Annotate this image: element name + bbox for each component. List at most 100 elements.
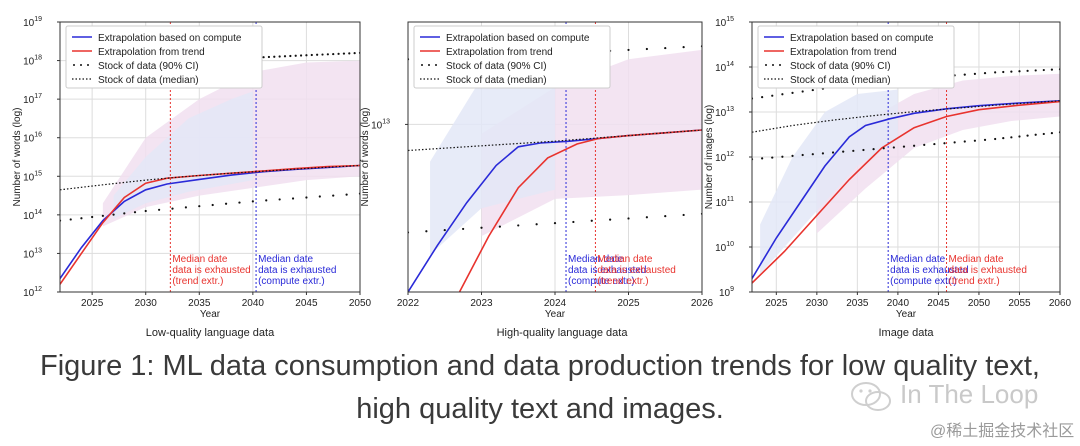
x-tick-label: 2055 <box>1008 298 1031 309</box>
y-tick-label: 1014 <box>23 209 42 222</box>
x-tick-label: 2045 <box>295 298 318 309</box>
ci-dot <box>682 46 685 49</box>
legend-swatch-ci <box>779 64 781 66</box>
series-line <box>60 164 360 191</box>
y-tick-label: 1013 <box>371 118 390 131</box>
ci-dot <box>664 46 667 50</box>
ci-dot <box>345 193 348 196</box>
y-tick-label: 1018 <box>23 55 42 68</box>
panel-subtitle: High-quality language data <box>497 327 629 339</box>
legend-swatch-ci <box>765 64 767 66</box>
y-axis-label: Number of words (log) <box>360 108 371 207</box>
ci-dot <box>265 199 268 202</box>
exhaustion-annotation-line: (trend extr.) <box>597 276 648 287</box>
legend-label: Extrapolation from trend <box>98 47 205 58</box>
x-axis-label: Year <box>545 309 566 320</box>
y-tick-exponent: 13 <box>382 118 390 125</box>
ci-dot <box>443 228 446 232</box>
x-tick-label: 2024 <box>544 298 567 309</box>
ci-dot <box>184 206 187 209</box>
ci-dot <box>811 153 814 156</box>
confidence-band <box>430 40 555 255</box>
x-axis-label: Year <box>896 309 917 320</box>
legend-label: Stock of data (90% CI) <box>446 61 547 72</box>
ci-dot <box>283 55 287 58</box>
ci-dot <box>892 146 895 149</box>
ci-dot <box>1018 70 1021 73</box>
ci-dot <box>943 142 946 145</box>
y-tick-exponent: 14 <box>34 209 42 216</box>
exhaustion-annotation-line: data is exhausted <box>568 265 646 276</box>
ci-dot <box>791 91 794 94</box>
ci-dot <box>337 52 340 55</box>
exhaustion-annotation-line: data is exhausted <box>890 265 968 276</box>
ci-dot <box>299 54 303 57</box>
y-tick-exponent: 16 <box>34 132 42 139</box>
y-tick-label: 1013 <box>23 247 42 260</box>
y-tick-exponent: 12 <box>726 151 734 158</box>
legend-label: Extrapolation based on compute <box>446 33 590 44</box>
ci-dot <box>872 148 875 151</box>
ci-dot <box>321 53 324 56</box>
ci-dot <box>923 143 926 147</box>
ci-dot <box>291 197 295 200</box>
exhaustion-annotation-line: (compute extr.) <box>258 276 325 287</box>
y-axis-label: Number of images (log) <box>704 105 715 209</box>
legend-label: Extrapolation based on compute <box>790 33 934 44</box>
chart-panel-3: 2025 2030 2035 2040 2045 2050 2055 206010910101… <box>704 16 1072 339</box>
ci-dot <box>590 219 593 222</box>
x-tick-label: 2040 <box>887 298 910 309</box>
x-tick-label: 2025 <box>81 298 104 309</box>
ci-dot <box>781 93 784 96</box>
ci-dot <box>326 53 329 56</box>
y-tick-exponent: 19 <box>34 16 42 23</box>
ci-dot <box>811 88 814 92</box>
series-line <box>752 100 1060 279</box>
ci-dot <box>933 142 936 146</box>
ci-dot <box>963 73 966 76</box>
ci-dot <box>305 196 308 199</box>
x-tick-label: 2040 <box>242 298 265 309</box>
ci-dot <box>224 202 228 205</box>
wechat-icon <box>851 382 891 411</box>
ci-dot <box>251 200 254 203</box>
legend-box <box>757 25 955 89</box>
ci-dot <box>273 55 276 58</box>
y-tick-exponent: 15 <box>34 170 42 177</box>
ci-dot <box>645 216 648 219</box>
legend: Extrapolation based on compute Extrapolat… <box>757 25 955 89</box>
series-line <box>408 129 702 152</box>
panel-subtitle: Low-quality language data <box>146 327 275 339</box>
ci-dot <box>211 203 214 207</box>
x-tick-label: 2045 <box>927 298 950 309</box>
ci-dot <box>801 153 804 157</box>
legend-label: Stock of data (90% CI) <box>98 61 199 72</box>
ci-dot <box>305 54 308 57</box>
ci-dot <box>983 72 987 75</box>
x-tick-label: 2025 <box>617 298 640 309</box>
ci-dot <box>913 144 916 147</box>
ci-dot <box>781 155 784 158</box>
x-tick-label: 2023 <box>470 298 493 309</box>
legend-swatch-ci <box>772 64 774 66</box>
ci-dot <box>1010 136 1013 139</box>
confidence-band <box>760 89 898 274</box>
legend-label: Stock of data (median) <box>790 75 891 86</box>
ci-dot <box>462 227 465 231</box>
ci-dot <box>101 214 104 217</box>
series-line <box>752 100 1060 133</box>
legend: Extrapolation based on compute Extrapolat… <box>413 25 611 89</box>
x-tick-label: 2035 <box>188 298 211 309</box>
ci-dot <box>69 218 72 221</box>
exhaustion-annotation-line: (trend extr.) <box>949 276 1000 287</box>
ci-dot <box>294 54 297 57</box>
chart-panel-1: 2025 2030 2035 2040 2045 2050 1012 1013 1014 1015… <box>12 16 372 339</box>
legend-swatch-ci <box>80 64 82 66</box>
ci-dot <box>1002 137 1005 140</box>
ci-dot <box>761 95 764 99</box>
y-tick-label: 1015 <box>23 170 42 183</box>
legend-label: Extrapolation from trend <box>446 47 553 58</box>
ci-dot <box>267 55 271 59</box>
